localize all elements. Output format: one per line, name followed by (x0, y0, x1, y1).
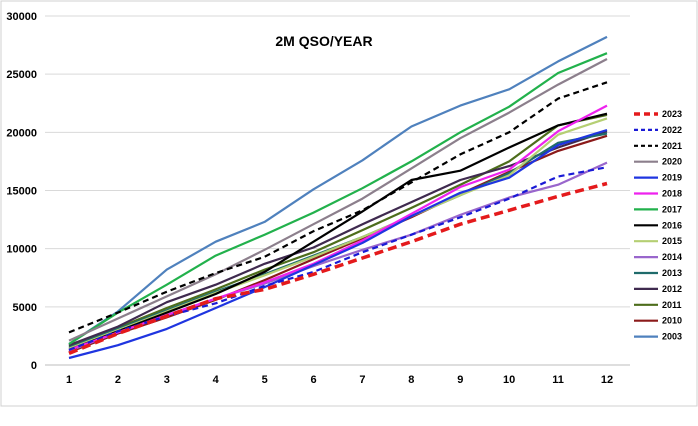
x-tick-label: 11 (552, 374, 564, 386)
legend-label-2018: 2018 (662, 189, 682, 199)
y-tick-label: 5000 (13, 302, 37, 314)
x-tick-label: 7 (359, 374, 365, 386)
y-tick-label: 0 (31, 360, 37, 372)
legend-label-2013: 2013 (662, 268, 682, 278)
x-tick-label: 6 (310, 374, 316, 386)
series-line-2011 (68, 113, 608, 348)
x-tick-label: 1 (66, 374, 72, 386)
series-line-2017 (68, 52, 608, 346)
series-line-2019 (68, 128, 608, 360)
legend-label-2020: 2020 (662, 157, 682, 167)
series-line-2021 (68, 81, 608, 334)
x-tick-label: 3 (164, 374, 170, 386)
y-tick-label: 30000 (6, 11, 37, 23)
x-tick-label: 12 (601, 374, 613, 386)
legend-label-2017: 2017 (662, 204, 682, 214)
chart-title: 2M QSO/YEAR (275, 33, 372, 49)
series-line-2023 (68, 181, 608, 356)
legend-label-2019: 2019 (662, 173, 682, 183)
legend-label-2010: 2010 (662, 316, 682, 326)
series-line-2022 (68, 166, 608, 351)
legend-label-2012: 2012 (662, 284, 682, 294)
x-tick-label: 5 (262, 374, 268, 386)
series-line-2003 (68, 35, 608, 346)
legend-label-2015: 2015 (662, 236, 682, 246)
x-tick-label: 8 (408, 374, 414, 386)
legend: 2023 2022 2021 2020 2019 2018 2017 2016 2015 2014… (634, 109, 682, 342)
series-line-2020 (68, 58, 608, 342)
y-tick-label: 15000 (6, 186, 37, 198)
x-tick-label: 4 (213, 374, 220, 386)
y-tick-label: 10000 (6, 244, 37, 256)
legend-label-2022: 2022 (662, 125, 682, 135)
legend-label-2021: 2021 (662, 141, 682, 151)
chart-frame (0, 0, 698, 407)
legend-label-2011: 2011 (662, 300, 682, 310)
series-layer (68, 35, 608, 360)
series-line-2016 (68, 112, 608, 351)
legend-label-2023: 2023 (662, 109, 682, 119)
legend-label-2003: 2003 (662, 332, 682, 342)
legend-label-2014: 2014 (662, 252, 682, 262)
x-tick-label: 2 (115, 374, 121, 386)
x-tick-label: 10 (503, 374, 515, 386)
x-tick-label: 9 (457, 374, 463, 386)
legend-label-2016: 2016 (662, 220, 682, 230)
y-tick-label: 20000 (6, 127, 37, 139)
y-tick-label: 25000 (6, 69, 37, 81)
